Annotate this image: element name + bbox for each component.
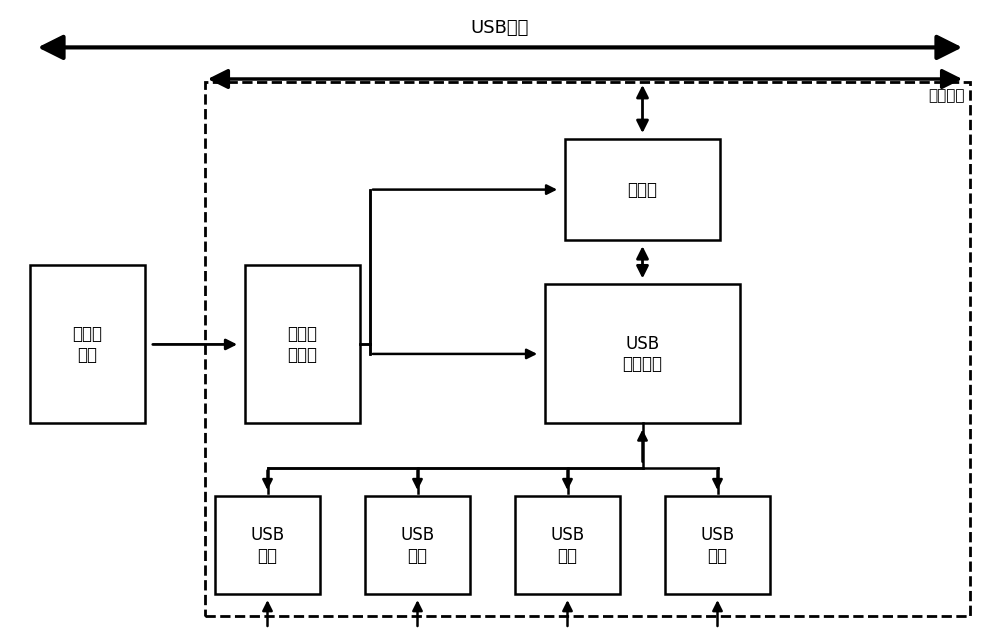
Bar [205, 82, 970, 616]
Bar [545, 284, 740, 423]
Text: 逻辑控
制电路: 逻辑控 制电路 [288, 325, 318, 364]
Bar [365, 496, 470, 594]
Text: USB
端口: USB 端口 [400, 526, 435, 564]
Text: 处理器
模块: 处理器 模块 [72, 325, 103, 364]
Text: 继电器: 继电器 [628, 181, 658, 198]
Text: USB
端口: USB 端口 [550, 526, 585, 564]
Bar [665, 496, 770, 594]
Text: USB总线: USB总线 [471, 20, 529, 37]
Bar [245, 265, 360, 423]
Text: USB
端口: USB 端口 [700, 526, 735, 564]
Bar [215, 496, 320, 594]
Bar [30, 265, 145, 423]
Text: USB
端口: USB 端口 [250, 526, 285, 564]
Text: USB
扩展芯片: USB 扩展芯片 [623, 334, 663, 374]
Bar [515, 496, 620, 594]
Text: 扩展单元: 扩展单元 [928, 88, 965, 104]
Bar [565, 139, 720, 240]
